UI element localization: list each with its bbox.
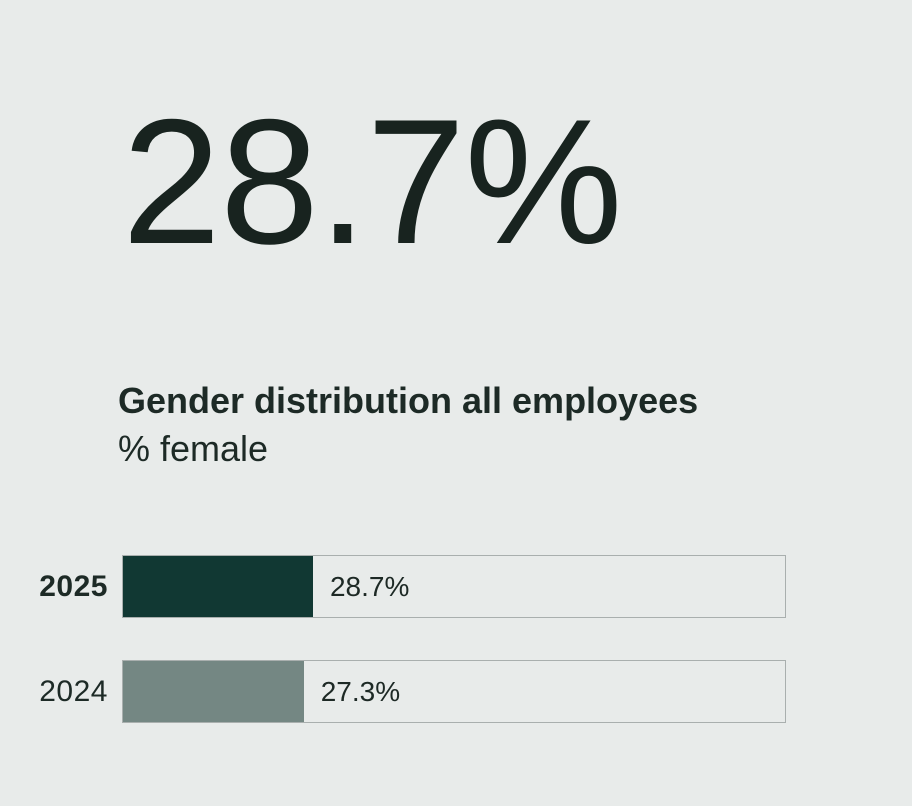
bar-fill — [123, 661, 304, 722]
bar-fill — [123, 556, 313, 617]
bar-category-label: 2024 — [39, 674, 108, 708]
chart-title: Gender distribution all employees — [118, 380, 699, 421]
bar-row-2024: 2024 27.3% — [0, 660, 786, 723]
chart-header: Gender distribution all employees % fema… — [118, 377, 698, 473]
bar-row-2025: 2025 28.7% — [0, 555, 786, 618]
chart-subtitle: % female — [118, 428, 269, 469]
headline-value: 28.7% — [122, 82, 623, 281]
bar-chart: 2025 28.7% 2024 27.3% — [0, 555, 786, 723]
bar-category-label: 2025 — [39, 569, 108, 603]
bar-value-label: 27.3% — [320, 675, 401, 707]
bar-track: 27.3% — [122, 660, 786, 723]
bar-value-label: 28.7% — [329, 570, 410, 602]
bar-track: 28.7% — [122, 555, 786, 618]
